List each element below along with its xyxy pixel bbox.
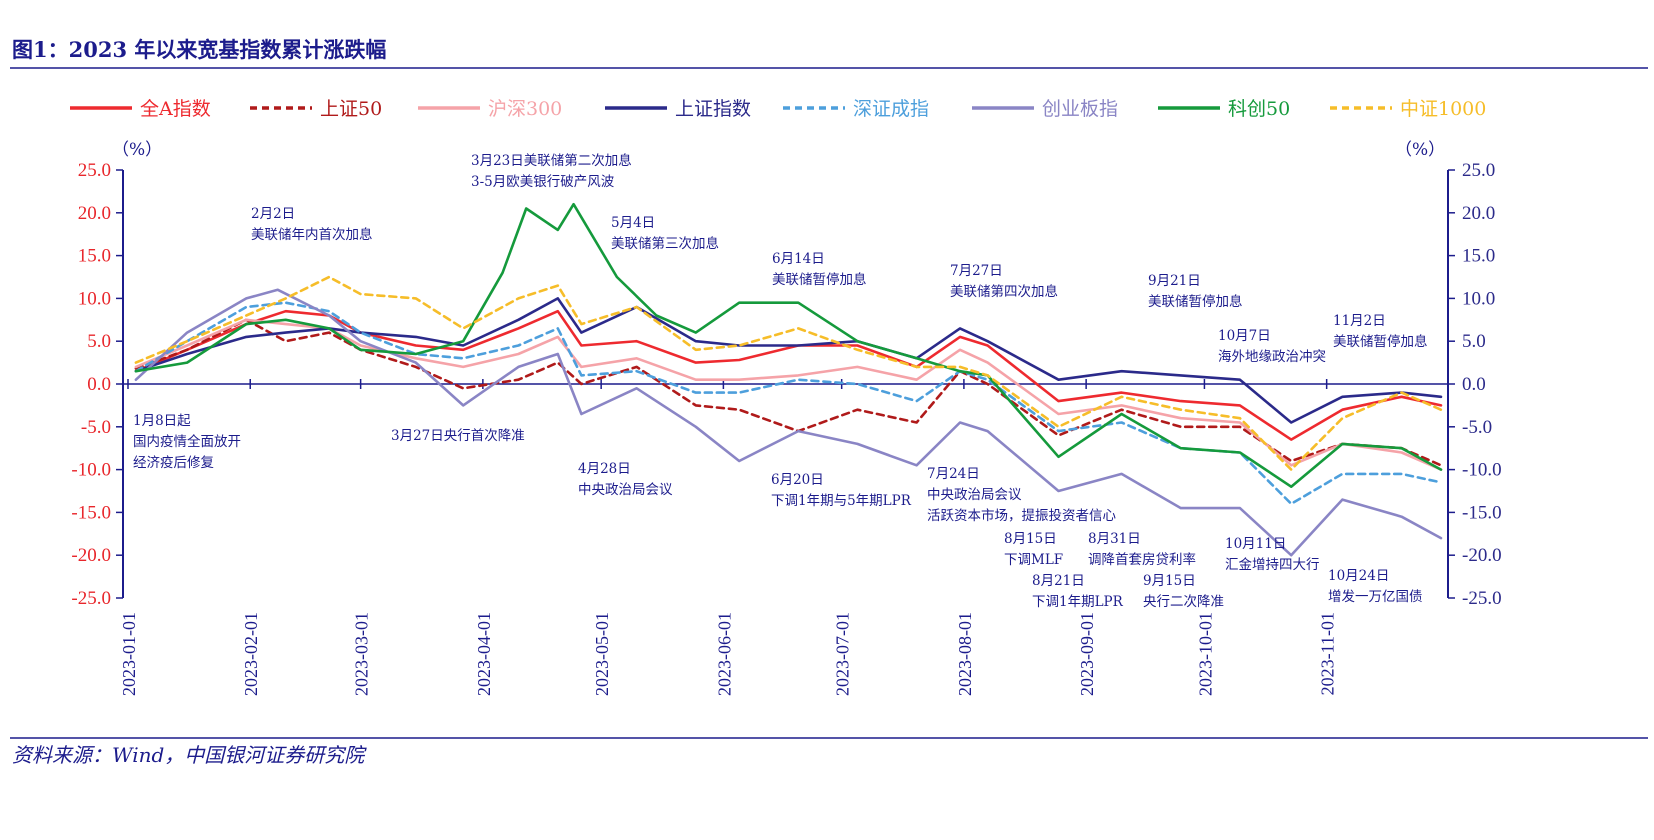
right-unit-label: （%） bbox=[1395, 140, 1445, 160]
x-tick-label: 2023-01-01 bbox=[119, 612, 139, 696]
series-line-0 bbox=[134, 309, 1443, 441]
annotation-text: 5月4日 bbox=[611, 215, 655, 231]
series-layer bbox=[134, 202, 1443, 557]
annotation-text: 10月7日 bbox=[1218, 328, 1271, 344]
annotation-text: 美联储年内首次加息 bbox=[251, 226, 373, 243]
y-tick-label-right: 25.0 bbox=[1462, 160, 1495, 181]
annotation-text: 9月21日 bbox=[1148, 273, 1201, 289]
annotation-text: 下调MLF bbox=[1004, 552, 1063, 568]
y-tick-label-left: 0.0 bbox=[87, 374, 111, 395]
legend-label: 中证1000 bbox=[1400, 98, 1486, 120]
annotation-text: 3月27日央行首次降准 bbox=[391, 428, 525, 444]
annotation-text: 8月21日 bbox=[1032, 573, 1085, 589]
y-tick-label-left: 10.0 bbox=[78, 288, 111, 309]
series-line-6 bbox=[134, 202, 1443, 488]
y-tick-label-left: 20.0 bbox=[78, 203, 111, 224]
annotation-text: 中央政治局会议 bbox=[927, 487, 1022, 503]
source-note: 资料来源：Wind，中国银河证券研究院 bbox=[12, 743, 367, 767]
series-line-5 bbox=[134, 288, 1443, 557]
annotation-text: 调降首套房贷利率 bbox=[1088, 551, 1196, 568]
x-tick-label: 2023-08-01 bbox=[955, 612, 975, 696]
annotation-text: 3-5月欧美银行破产风波 bbox=[471, 174, 615, 190]
legend: 全A指数 上证50 沪深300 上证指数 深证成指 创业板指 科创50 中证1000 bbox=[70, 98, 1486, 120]
x-tick-label: 2023-07-01 bbox=[833, 612, 853, 696]
annotation-text: 6月20日 bbox=[771, 472, 824, 488]
annotation-text: 美联储暂停加息 bbox=[772, 271, 867, 288]
annotation-text: 美联储第四次加息 bbox=[950, 283, 1058, 300]
y-tick-label-right: -25.0 bbox=[1462, 588, 1502, 609]
chart-title: 图1：2023 年以来宽基指数累计涨跌幅 bbox=[12, 37, 386, 62]
annotation-text: 9月15日 bbox=[1143, 573, 1196, 589]
annotation-text: 中央政治局会议 bbox=[578, 482, 673, 498]
annotation-text: 4月28日 bbox=[578, 461, 631, 477]
y-tick-label-left: -10.0 bbox=[71, 460, 111, 481]
x-tick-label: 2023-02-01 bbox=[241, 612, 261, 696]
x-tick-label: 2023-06-01 bbox=[714, 612, 734, 696]
x-tick-label: 2023-10-01 bbox=[1195, 612, 1215, 696]
annotation-text: 下调1年期与5年期LPR bbox=[771, 493, 912, 509]
annotation-text: 国内疫情全面放开 bbox=[133, 433, 241, 450]
y-tick-label-left: 5.0 bbox=[87, 331, 111, 352]
legend-label: 全A指数 bbox=[140, 98, 211, 120]
legend-label: 沪深300 bbox=[488, 98, 562, 120]
x-tick-label: 2023-11-01 bbox=[1318, 612, 1338, 695]
annotation-text: 央行二次降准 bbox=[1143, 594, 1224, 610]
annotation-text: 7月24日 bbox=[927, 466, 980, 482]
annotation-text: 海外地缘政治冲突 bbox=[1218, 349, 1326, 365]
series-line-1 bbox=[134, 318, 1443, 467]
x-tick-label: 2023-09-01 bbox=[1077, 612, 1097, 696]
y-tick-label-right: 10.0 bbox=[1462, 288, 1495, 309]
y-tick-label-left: -25.0 bbox=[71, 588, 111, 609]
y-tick-label-right: 0.0 bbox=[1462, 374, 1486, 395]
annotation-text: 1月8日起 bbox=[133, 413, 191, 429]
annotation-text: 美联储第三次加息 bbox=[611, 235, 719, 252]
y-tick-label-right: 5.0 bbox=[1462, 331, 1486, 352]
series-line-3 bbox=[134, 297, 1443, 424]
y-tick-label-right: 20.0 bbox=[1462, 203, 1495, 224]
y-tick-label-right: -20.0 bbox=[1462, 545, 1502, 566]
y-tick-label-left: -20.0 bbox=[71, 545, 111, 566]
annotation-text: 8月15日 bbox=[1004, 531, 1057, 547]
x-tick-label: 2023-04-01 bbox=[474, 612, 494, 696]
annotation-text: 美联储暂停加息 bbox=[1148, 293, 1243, 310]
annotation-text: 8月31日 bbox=[1088, 531, 1141, 547]
legend-label: 深证成指 bbox=[853, 98, 929, 120]
legend-label: 创业板指 bbox=[1042, 98, 1118, 120]
y-tick-label-right: 15.0 bbox=[1462, 246, 1495, 267]
y-tick-label-right: -10.0 bbox=[1462, 460, 1502, 481]
y-tick-label-left: -15.0 bbox=[71, 502, 111, 523]
annotation-text: 6月14日 bbox=[772, 251, 825, 267]
x-tick-label: 2023-03-01 bbox=[352, 612, 372, 696]
annotation-text: 10月11日 bbox=[1225, 536, 1286, 552]
axes: 25.0 25.0 20.0 20.0 15.0 15.0 10.0 10.0 5.0 5.0 0.… bbox=[71, 160, 1501, 696]
annotation-text: 增发一万亿国债 bbox=[1328, 589, 1423, 605]
annotation-text: 下调1年期LPR bbox=[1032, 594, 1124, 610]
legend-label: 科创50 bbox=[1228, 98, 1290, 120]
annotation-text: 美联储暂停加息 bbox=[1333, 333, 1428, 350]
annotation-text: 11月2日 bbox=[1333, 313, 1386, 329]
y-tick-label-left: 25.0 bbox=[78, 160, 111, 181]
series-line-7 bbox=[134, 275, 1443, 471]
annotation-text: 2月2日 bbox=[251, 206, 295, 222]
y-tick-label-right: -5.0 bbox=[1462, 417, 1492, 438]
annotation-text: 10月24日 bbox=[1328, 568, 1389, 584]
annotation-text: 7月27日 bbox=[950, 263, 1003, 279]
legend-label: 上证50 bbox=[320, 98, 382, 120]
annotation-text: 汇金增持四大行 bbox=[1225, 557, 1320, 573]
y-tick-label-left: -5.0 bbox=[81, 417, 111, 438]
annotation-text: 3月23日美联储第二次加息 bbox=[471, 152, 632, 169]
annotation-text: 活跃资本市场，提振投资者信心 bbox=[927, 507, 1116, 524]
x-tick-label: 2023-05-01 bbox=[592, 612, 612, 696]
y-tick-label-right: -15.0 bbox=[1462, 502, 1502, 523]
annotation-text: 经济疫后修复 bbox=[133, 454, 214, 471]
legend-label: 上证指数 bbox=[675, 98, 751, 120]
y-tick-label-left: 15.0 bbox=[78, 246, 111, 267]
left-unit-label: （%） bbox=[112, 140, 162, 160]
